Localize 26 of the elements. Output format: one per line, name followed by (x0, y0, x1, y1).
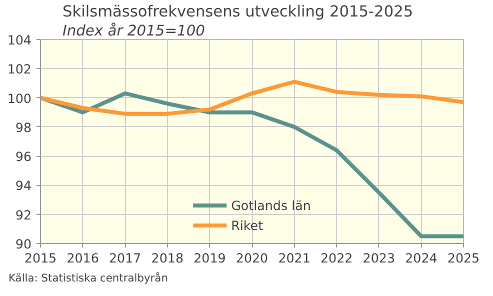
x-tick-label: 2025 (447, 250, 480, 266)
chart-subtitle: Index år 2015=100 (62, 22, 205, 40)
y-tick-label: 98 (15, 120, 32, 135)
legend-label: Gotlands län (231, 198, 311, 212)
x-tick-label: 2023 (362, 250, 396, 266)
x-tick-label: 2016 (66, 250, 99, 266)
x-tick-label: 2017 (108, 250, 142, 266)
text: Källa: Statistiska centralbyrån (8, 272, 168, 284)
x-tick-label: 2022 (320, 250, 353, 266)
y-tick-label: 92 (15, 207, 32, 222)
y-tick-label: 102 (7, 62, 32, 77)
x-tick-label: 2015 (24, 250, 57, 266)
x-tick-label: 2020 (236, 250, 268, 266)
y-tick-label: 90 (15, 236, 32, 252)
y-tick-label: 104 (7, 32, 32, 48)
chart-title: Skilsmässofrekvensens utveckling 2015-2025 (62, 2, 414, 20)
y-tick-label: 100 (7, 90, 32, 106)
x-tick-label: 2018 (151, 250, 184, 266)
x-tick-label: 2024 (405, 250, 438, 266)
y-tick-label: 96 (15, 149, 32, 164)
line-series (40, 91, 464, 238)
x-tick-label: 2021 (278, 250, 310, 266)
y-tick-label: 94 (15, 178, 32, 194)
x-tick-label: 2019 (194, 250, 226, 266)
line-series (40, 80, 464, 116)
legend-label: Riket (231, 218, 264, 232)
